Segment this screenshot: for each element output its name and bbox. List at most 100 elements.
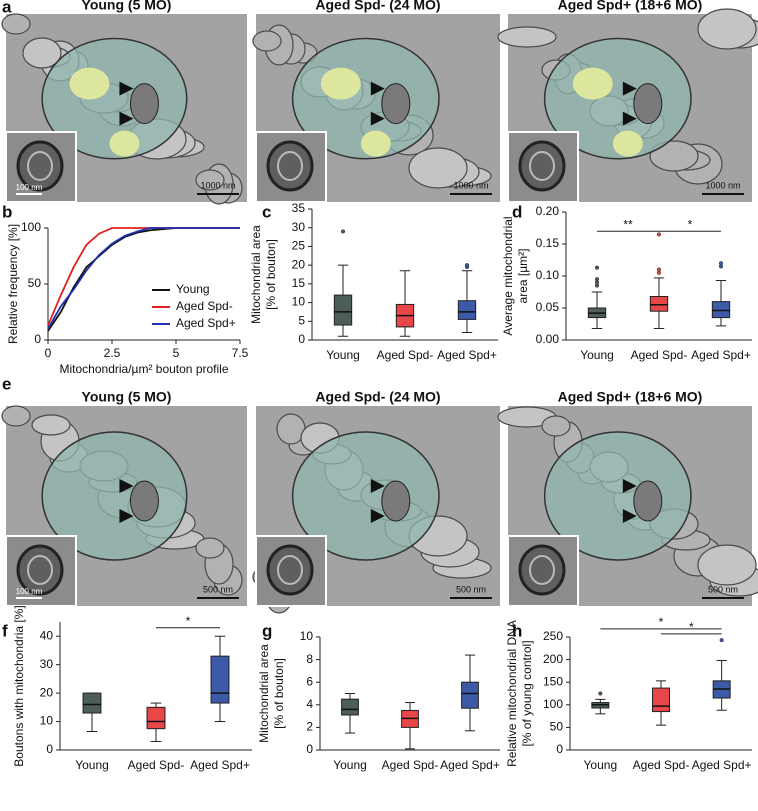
panel-letter: c bbox=[262, 202, 271, 221]
vesicle-cluster bbox=[69, 67, 110, 100]
scale-label: 500 nm bbox=[708, 584, 738, 594]
outlier bbox=[718, 261, 724, 266]
y-tick-label: 50 bbox=[550, 720, 564, 734]
panel-letter: d bbox=[512, 202, 522, 221]
panel-letter: e bbox=[2, 374, 11, 393]
arrow bbox=[622, 509, 637, 523]
arrow bbox=[119, 509, 134, 523]
outlier bbox=[594, 265, 600, 270]
outlier bbox=[340, 229, 346, 234]
y-tick-label: 2 bbox=[306, 720, 313, 734]
outlier bbox=[598, 691, 603, 696]
y-tick-label: 100 bbox=[543, 697, 563, 711]
membrane bbox=[252, 30, 282, 52]
y-tick-label: 10 bbox=[292, 295, 306, 309]
panel-letter: h bbox=[512, 621, 522, 640]
y-tick-label: 10 bbox=[300, 629, 314, 643]
inset-mito bbox=[518, 140, 566, 192]
scale-label: 500 nm bbox=[456, 584, 486, 594]
panel-letter: a bbox=[2, 0, 12, 16]
y-tick-label: 8 bbox=[306, 652, 313, 666]
inset-mito bbox=[266, 544, 314, 596]
micrograph-title: Aged Spd- (24 MO) bbox=[315, 389, 440, 405]
bouton bbox=[291, 37, 440, 160]
vesicle-cluster bbox=[572, 67, 613, 100]
scale-label: 500 nm bbox=[203, 584, 233, 594]
membrane bbox=[22, 37, 62, 69]
box bbox=[333, 294, 353, 326]
x-tick-label: Aged Spd+ bbox=[190, 758, 250, 772]
arrow bbox=[119, 81, 134, 96]
scale-label: 1000 nm bbox=[705, 180, 740, 190]
outlier bbox=[594, 277, 600, 282]
y-axis-label: Average mitochondrial bbox=[501, 216, 515, 335]
x-tick-label: Aged Spd- bbox=[382, 758, 439, 772]
y-tick-label: 100 bbox=[21, 220, 41, 234]
micrograph: 500 nm bbox=[497, 406, 758, 607]
series-line bbox=[47, 227, 240, 326]
y-tick-label: 0.20 bbox=[536, 204, 560, 218]
x-tick-label: Young bbox=[326, 348, 360, 362]
y-axis-label: Boutons with mitochondria [%] bbox=[12, 605, 26, 766]
membrane bbox=[31, 414, 71, 436]
bouton bbox=[543, 37, 692, 160]
y-tick-label: 250 bbox=[543, 629, 563, 643]
box bbox=[82, 692, 102, 714]
membrane bbox=[408, 147, 468, 189]
panel-letter: g bbox=[262, 621, 272, 640]
arrow bbox=[119, 111, 134, 126]
micrograph-title: Aged Spd- (24 MO) bbox=[315, 0, 440, 13]
y-tick-label: 10 bbox=[40, 714, 54, 728]
bouton bbox=[543, 431, 692, 561]
y-tick-label: 15 bbox=[292, 276, 306, 290]
inset-cristae bbox=[277, 555, 303, 585]
scale-label: 1000 nm bbox=[200, 180, 235, 190]
arrow bbox=[370, 479, 385, 493]
inset-cristae bbox=[27, 151, 53, 181]
y-tick-label: 200 bbox=[543, 652, 563, 666]
y-tick-label: 0.15 bbox=[536, 236, 560, 250]
x-tick-label: Young bbox=[75, 758, 109, 772]
vesicle-cluster bbox=[612, 130, 643, 157]
inset-scale-label: 100 nm bbox=[16, 183, 43, 192]
y-axis-label: Relative frequency [%] bbox=[6, 224, 20, 344]
y-tick-label: 20 bbox=[292, 257, 306, 271]
micrograph-title: Young (5 MO) bbox=[82, 389, 172, 405]
arrow bbox=[370, 81, 385, 96]
y-tick-label: 0 bbox=[298, 332, 305, 346]
box bbox=[210, 655, 230, 704]
membrane bbox=[195, 169, 225, 191]
inset-cristae bbox=[529, 555, 555, 585]
mitochondrion bbox=[129, 480, 159, 522]
bouton bbox=[41, 37, 188, 160]
y-axis-label: [% of bouton] bbox=[272, 658, 286, 729]
inset-scale-label: 100 nm bbox=[16, 587, 43, 596]
y-tick-label: 150 bbox=[543, 674, 563, 688]
x-axis-label: Mitochondria/µm² bouton profile bbox=[60, 362, 229, 376]
arrow bbox=[119, 479, 134, 493]
micrograph-title: Aged Spd+ (18+6 MO) bbox=[558, 389, 703, 405]
y-tick-label: 30 bbox=[40, 657, 54, 671]
box bbox=[711, 301, 731, 319]
mitochondrion bbox=[129, 83, 159, 125]
inset-cristae bbox=[27, 555, 53, 585]
significance-label: * bbox=[688, 217, 693, 231]
vesicle-cluster bbox=[109, 130, 140, 157]
outlier bbox=[656, 267, 662, 272]
x-tick-label: Aged Spd+ bbox=[440, 758, 500, 772]
vesicle-cluster bbox=[320, 67, 361, 100]
mitochondrion bbox=[633, 480, 663, 522]
y-tick-label: 6 bbox=[306, 674, 313, 688]
x-tick-label: Aged Spd+ bbox=[437, 348, 497, 362]
y-axis-label: Mitochondrial area bbox=[249, 225, 263, 324]
x-tick-label: 5 bbox=[173, 346, 180, 360]
inset-mito bbox=[16, 544, 64, 596]
bouton bbox=[41, 431, 188, 561]
significance-label: ** bbox=[623, 217, 633, 231]
membrane bbox=[697, 8, 757, 50]
y-axis-label: Mitochondrial area bbox=[257, 644, 271, 743]
y-tick-label: 0 bbox=[34, 332, 41, 346]
x-tick-label: Aged Spd- bbox=[128, 758, 185, 772]
x-tick-label: Aged Spd+ bbox=[691, 348, 751, 362]
arrow bbox=[622, 479, 637, 493]
